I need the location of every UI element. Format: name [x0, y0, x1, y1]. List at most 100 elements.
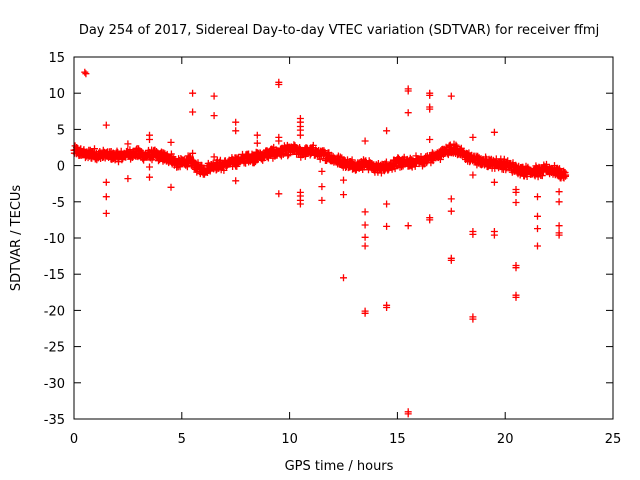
data-point-outlier [426, 216, 434, 224]
data-point-outlier [102, 178, 110, 186]
data-point-outlier [512, 293, 520, 301]
data-point-outlier [555, 231, 563, 239]
x-axis-ticks: 0 5 10 15 20 25 [70, 57, 621, 447]
data-point-outlier [189, 89, 197, 97]
data-point-outlier [296, 131, 304, 139]
data-point-outlier [189, 108, 197, 116]
y-tick-label: 5 [57, 123, 65, 138]
y-tick-label: -15 [44, 268, 65, 283]
data-point-outlier [232, 127, 240, 135]
data-point-outlier [318, 183, 326, 191]
data-point-outlier [404, 109, 412, 117]
data-point-outlier [124, 175, 132, 183]
y-tick-label: 0 [57, 160, 65, 175]
data-point [393, 162, 401, 170]
data-points [70, 68, 570, 418]
data-point-outlier [447, 195, 455, 203]
data-point-outlier [318, 196, 326, 204]
data-point-outlier [426, 91, 434, 99]
data-point-outlier [383, 127, 391, 135]
data-point-outlier [146, 136, 153, 143]
data-point-outlier [81, 68, 89, 76]
data-point-outlier [318, 167, 326, 175]
y-tick-label: -5 [52, 196, 65, 211]
data-point-outlier [361, 233, 369, 241]
data-point [560, 167, 568, 175]
data-point-outlier [555, 188, 563, 196]
data-point-outlier [447, 207, 455, 215]
y-tick-label: -25 [44, 341, 65, 356]
y-axis-ticks: 15 10 5 0 -5 -10 -15 -20 -25 -30 -35 [44, 51, 613, 428]
data-point [543, 160, 550, 168]
data-point-outlier [490, 231, 498, 239]
plot-frame [73, 56, 614, 420]
data-point-outlier [275, 81, 283, 88]
data-point-outlier [555, 198, 563, 206]
data-point-outlier [102, 121, 110, 129]
data-point-outlier [447, 92, 455, 100]
y-tick-label: 15 [48, 51, 65, 66]
data-point-outlier [490, 178, 498, 186]
x-tick-label: 20 [497, 432, 514, 447]
x-axis-label: GPS time / hours [285, 459, 394, 474]
data-point-outlier [102, 209, 110, 217]
data-point-outlier [490, 128, 498, 136]
data-point-outlier [361, 309, 369, 317]
data-point-outlier [426, 105, 434, 113]
data-point [336, 153, 344, 161]
y-tick-label: -20 [44, 304, 65, 319]
data-point-outlier [210, 153, 218, 161]
data-point-outlier [383, 222, 391, 230]
y-tick-label: 10 [48, 87, 65, 102]
data-point-outlier [404, 87, 412, 95]
x-tick-label: 10 [281, 432, 298, 447]
data-point-outlier [146, 163, 153, 171]
data-point-outlier [167, 138, 175, 146]
data-point-outlier [361, 221, 369, 229]
data-point-outlier [404, 410, 412, 418]
data-point-outlier [512, 264, 520, 272]
data-point [284, 152, 292, 160]
y-tick-label: -30 [44, 377, 65, 392]
chart-title: Day 254 of 2017, Sidereal Day-to-day VTE… [79, 23, 599, 38]
data-point-outlier [340, 274, 347, 282]
data-point-outlier [210, 112, 218, 120]
data-point-outlier [253, 131, 261, 139]
data-point-outlier [469, 171, 477, 179]
data-point-outlier [361, 242, 369, 250]
data-point-outlier [232, 118, 240, 126]
data-point [562, 171, 570, 179]
data-point-outlier [275, 190, 283, 198]
data-point [538, 172, 546, 180]
data-point-outlier [383, 304, 391, 311]
y-axis-label: SDTVAR / TECUs [9, 185, 24, 292]
data-point-outlier [555, 222, 563, 230]
data-point-outlier [189, 149, 197, 157]
data-point-outlier [340, 176, 347, 184]
data-point-outlier [82, 70, 90, 78]
data-point-outlier [404, 222, 412, 230]
data-point-outlier [534, 193, 541, 201]
data-point-outlier [534, 225, 541, 233]
data-point-outlier [512, 188, 520, 196]
y-tick-label: -10 [44, 232, 65, 247]
data-point-outlier [210, 92, 218, 100]
data-point-outlier [512, 199, 520, 206]
data-point-outlier [534, 212, 541, 220]
data-point-outlier [146, 173, 153, 181]
data-point-outlier [102, 193, 110, 201]
data-point [436, 156, 444, 163]
data-point-outlier [253, 139, 261, 147]
data-point-outlier [426, 136, 434, 143]
data-point-outlier [469, 315, 477, 323]
data-point-outlier [383, 200, 391, 208]
y-tick-label: -35 [44, 413, 65, 428]
data-point-outlier [232, 177, 240, 185]
data-point-outlier [124, 140, 132, 148]
data-point-outlier [361, 137, 369, 145]
data-point-outlier [447, 256, 455, 264]
x-tick-label: 0 [70, 432, 78, 447]
data-point-outlier [361, 208, 369, 216]
